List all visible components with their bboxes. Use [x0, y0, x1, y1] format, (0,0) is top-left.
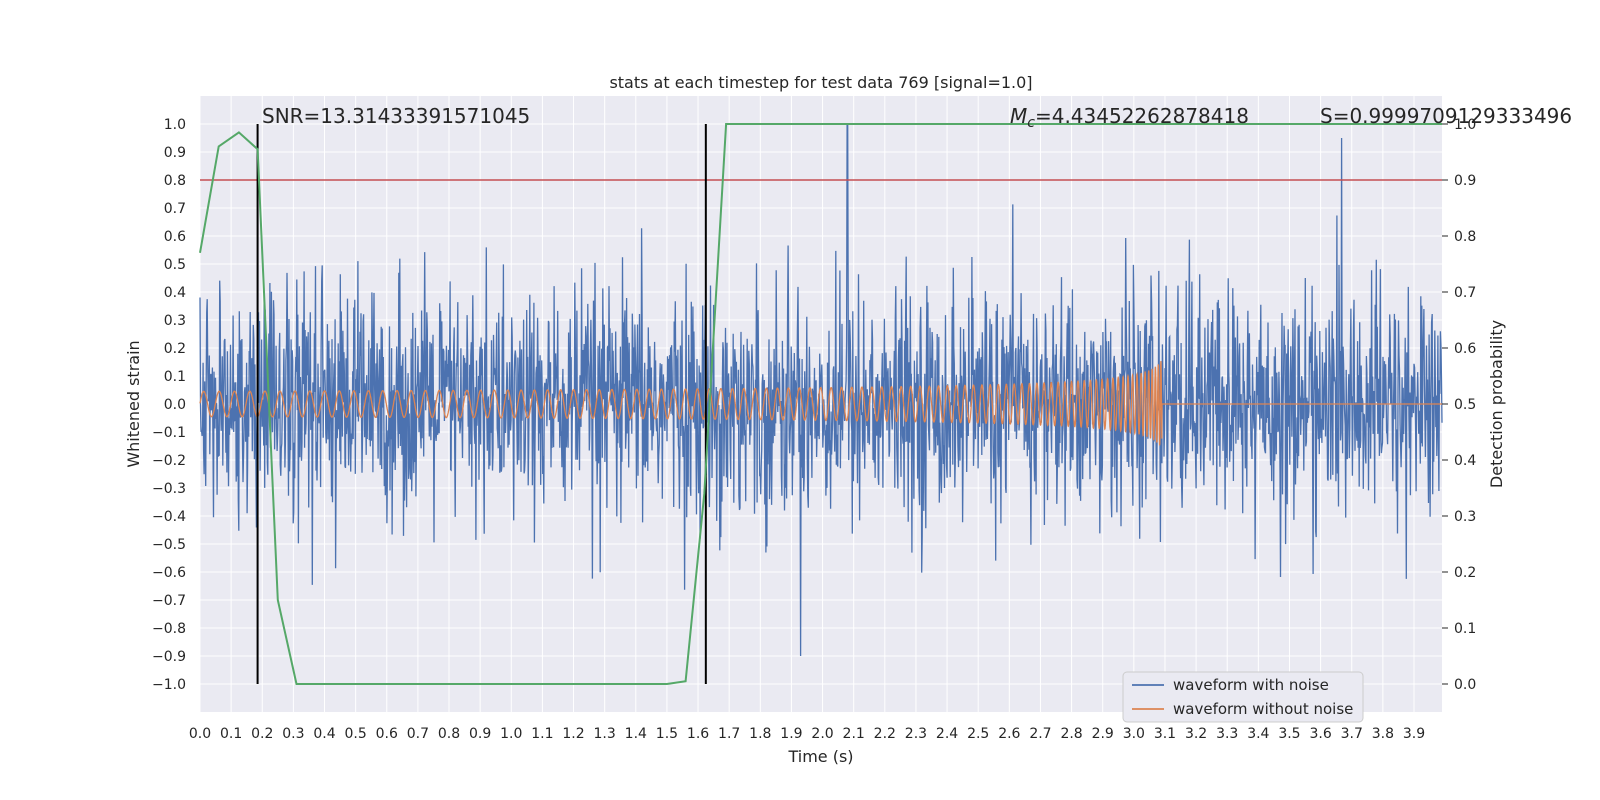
legend-label-clean: waveform without noise [1173, 700, 1353, 718]
chart-title: stats at each timestep for test data 769… [609, 73, 1032, 92]
y-tick-label-left: −0.7 [152, 593, 186, 609]
x-tick-label: 2.1 [843, 726, 865, 742]
x-tick-label: 3.5 [1278, 726, 1300, 742]
waveform-without-noise-line [199, 361, 1442, 446]
x-tick-label: 0.8 [438, 726, 460, 742]
x-tick-label: 3.0 [1123, 726, 1145, 742]
x-tick-label: 1.7 [718, 726, 740, 742]
y-tick-label-right: 0.8 [1454, 229, 1476, 245]
y-tick-label-left: −0.5 [152, 537, 186, 553]
y-tick-label-left: −0.8 [152, 621, 186, 637]
x-tick-label: 1.0 [500, 726, 522, 742]
chirp-mass-subscript: c [1027, 115, 1035, 131]
y-tick-label-right: 0.1 [1454, 621, 1476, 637]
x-tick-label: 1.4 [625, 726, 647, 742]
y-tick-label-right: 0.5 [1454, 397, 1476, 413]
chirp-mass-value: =4.43452262878418 [1035, 104, 1249, 128]
snr-annotation: SNR=13.31433391571045 [262, 104, 530, 128]
x-tick-label: 1.8 [749, 726, 771, 742]
x-tick-label: 0.3 [282, 726, 304, 742]
y-tick-label-left: −0.1 [152, 425, 186, 441]
x-tick-label: 0.9 [469, 726, 491, 742]
x-tick-label: 1.6 [687, 726, 709, 742]
y-tick-label-left: −0.9 [152, 649, 186, 665]
y-tick-label-right: 0.7 [1454, 285, 1476, 301]
x-tick-label: 3.1 [1154, 726, 1176, 742]
x-tick-label: 1.1 [531, 726, 553, 742]
x-tick-label: 2.8 [1060, 726, 1082, 742]
y-tick-label-left: −0.4 [152, 509, 186, 525]
y-tick-label-left: 1.0 [164, 117, 186, 133]
chirp-mass-symbol: M [1010, 104, 1027, 128]
y-tick-label-right: 0.4 [1454, 453, 1476, 469]
x-tick-label: 2.0 [811, 726, 833, 742]
s-annotation: S=0.9999709129333496 [1320, 104, 1572, 128]
y-tick-label-left: 0.9 [164, 145, 186, 161]
legend: waveform with noise waveform without noi… [1122, 671, 1364, 723]
traces [199, 123, 1443, 657]
x-tick-label: 3.6 [1309, 726, 1331, 742]
x-tick-label: 2.7 [1029, 726, 1051, 742]
y-tick-label-left: −0.6 [152, 565, 186, 581]
x-tick-label: 3.7 [1341, 726, 1363, 742]
y-tick-label-right: 0.2 [1454, 565, 1476, 581]
x-tick-label: 2.4 [936, 726, 958, 742]
y-tick-label-right: 1.0 [1454, 117, 1476, 133]
y-tick-label-left: −1.0 [152, 677, 186, 693]
x-tick-label: 0.1 [220, 726, 242, 742]
ticks: 0.0 0.1 0.2 0.3 0.4 0.5 0.6 0.7 0.8 0.9 1.0 1.1 1.2 1… [152, 117, 1476, 742]
x-tick-label: 0.5 [345, 726, 367, 742]
x-tick-label: 1.9 [780, 726, 802, 742]
y-tick-label-right: 0.6 [1454, 341, 1476, 357]
y-tick-label-left: 0.5 [164, 257, 186, 273]
y-tick-label-left: 0.6 [164, 229, 186, 245]
x-tick-label: 3.3 [1216, 726, 1238, 742]
x-tick-label: 2.3 [905, 726, 927, 742]
x-tick-label: 3.8 [1372, 726, 1394, 742]
y-tick-label-left: −0.2 [152, 453, 186, 469]
y-tick-label-left: 0.3 [164, 313, 186, 329]
x-tick-label: 0.7 [407, 726, 429, 742]
y-axis-label-left: Whitened strain [124, 340, 143, 467]
y-axis-label-right: Detection probability [1487, 320, 1506, 488]
y-tick-label-right: 0.0 [1454, 677, 1476, 693]
x-tick-label: 2.5 [967, 726, 989, 742]
chirp-mass-annotation: Mc=4.43452262878418 [1010, 104, 1249, 131]
x-tick-label: 0.6 [376, 726, 398, 742]
overlays [199, 123, 1442, 685]
y-tick-label-left: 0.4 [164, 285, 186, 301]
x-axis-label: Time (s) [787, 747, 853, 766]
y-tick-label-left: 0.2 [164, 341, 186, 357]
y-tick-label-right: 0.3 [1454, 509, 1476, 525]
legend-box [1122, 671, 1364, 723]
y-tick-label-left: −0.3 [152, 481, 186, 497]
waveform-with-noise-line [199, 123, 1443, 657]
x-tick-label: 0.2 [251, 726, 273, 742]
y-tick-label-right: 0.9 [1454, 173, 1476, 189]
x-tick-label: 2.2 [874, 726, 896, 742]
y-tick-label-left: 0.7 [164, 201, 186, 217]
x-tick-label: 3.4 [1247, 726, 1269, 742]
x-tick-label: 0.0 [189, 726, 211, 742]
x-tick-label: 3.2 [1185, 726, 1207, 742]
y-tick-label-left: 0.1 [164, 369, 186, 385]
x-tick-label: 1.2 [562, 726, 584, 742]
x-tick-label: 1.5 [656, 726, 678, 742]
detection-probability-line [199, 123, 1442, 685]
legend-label-noise: waveform with noise [1173, 676, 1329, 694]
y-tick-label-left: 0.0 [164, 397, 186, 413]
y-tick-label-left: 0.8 [164, 173, 186, 189]
x-tick-label: 2.6 [998, 726, 1020, 742]
x-tick-label: 0.4 [313, 726, 335, 742]
x-tick-label: 2.9 [1092, 726, 1114, 742]
x-tick-label: 1.3 [594, 726, 616, 742]
x-tick-label: 3.9 [1403, 726, 1425, 742]
